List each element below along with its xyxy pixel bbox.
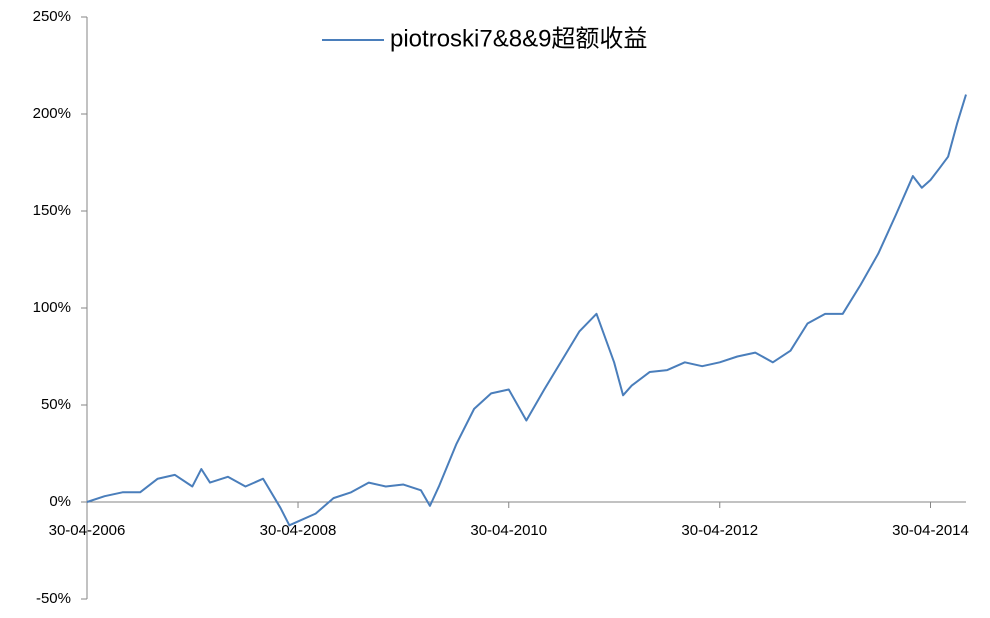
x-tick-label: 30-04-2006 — [49, 522, 126, 539]
y-tick-label: 200% — [33, 105, 71, 122]
y-tick-label: 50% — [41, 396, 71, 413]
y-tick-label: 0% — [49, 493, 71, 510]
y-tick-label: -50% — [36, 590, 71, 607]
x-tick-label: 30-04-2010 — [470, 522, 547, 539]
data-line — [86, 94, 967, 527]
x-tick-label: 30-04-2012 — [681, 522, 758, 539]
y-tick-label: 100% — [33, 299, 71, 316]
y-tick-label: 150% — [33, 202, 71, 219]
y-tick-label: 250% — [33, 8, 71, 25]
x-tick-label: 30-04-2008 — [260, 522, 337, 539]
x-tick-label: 30-04-2014 — [892, 522, 969, 539]
legend-text: piotroski7&8&9超额收益 — [390, 25, 647, 52]
